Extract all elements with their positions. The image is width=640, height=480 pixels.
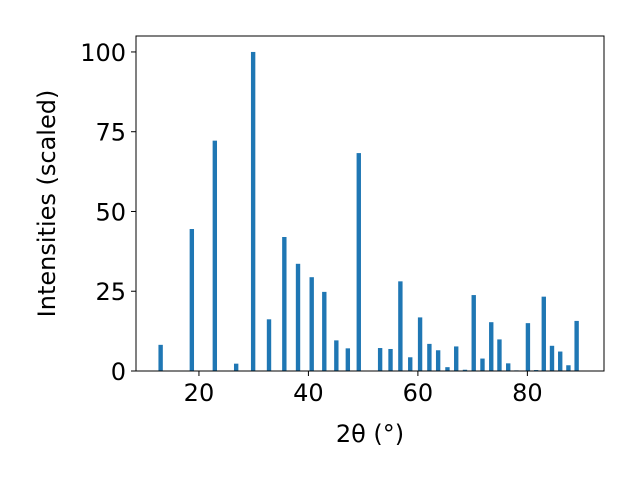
bar — [471, 295, 476, 371]
bar — [506, 363, 511, 371]
bar — [558, 351, 563, 371]
bar — [398, 281, 403, 371]
bar — [250, 51, 256, 371]
plot-frame — [135, 35, 605, 372]
bar — [435, 350, 441, 371]
bar — [388, 348, 393, 371]
bar — [212, 140, 218, 371]
x-ticks: 20 40 60 80 — [184, 371, 543, 407]
y-tick-label: 75 — [95, 119, 126, 147]
bar — [574, 320, 579, 371]
bar — [356, 153, 361, 371]
bar — [445, 367, 450, 371]
y-tick-label: 0 — [111, 358, 126, 386]
bar — [158, 344, 163, 371]
bar — [549, 345, 555, 371]
bar — [345, 348, 351, 371]
bar — [408, 357, 413, 371]
y-ticks: 0 25 50 75 100 — [80, 39, 136, 386]
x-tick-label: 80 — [512, 379, 543, 407]
bar — [489, 322, 494, 371]
bar — [525, 323, 531, 371]
x-tick-label: 60 — [403, 379, 434, 407]
bar — [233, 363, 239, 371]
y-tick-label: 100 — [80, 39, 126, 67]
y-axis-label: Intensities (scaled) — [33, 90, 61, 318]
bar — [266, 319, 272, 371]
x-axis-label: 2θ (°) — [336, 420, 404, 448]
bar — [282, 237, 287, 371]
bar — [462, 369, 468, 371]
x-tick-label: 20 — [184, 379, 215, 407]
bar — [541, 296, 546, 371]
bars-group — [158, 51, 579, 371]
bar — [334, 340, 339, 371]
bar — [454, 346, 459, 371]
y-tick-label: 25 — [95, 278, 126, 306]
bar — [309, 277, 314, 371]
bar — [497, 339, 502, 371]
bar — [480, 358, 485, 371]
x-tick-label: 40 — [293, 379, 324, 407]
bar — [377, 348, 383, 371]
bar — [417, 317, 423, 371]
bar — [189, 229, 195, 371]
bar — [566, 365, 571, 371]
bar — [295, 263, 301, 371]
bar — [427, 343, 432, 371]
y-tick-label: 50 — [95, 198, 126, 226]
bar — [322, 291, 327, 371]
